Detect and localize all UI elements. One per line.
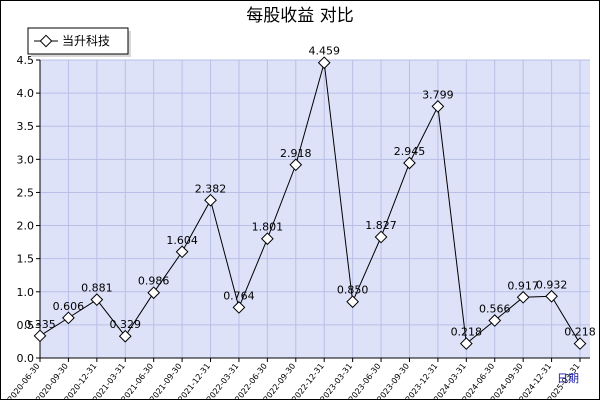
data-point-marker bbox=[62, 311, 75, 325]
y-tick-label: 0.5 bbox=[17, 319, 35, 332]
data-point-label: 0.566 bbox=[479, 303, 511, 316]
data-point-label: 2.918 bbox=[280, 147, 312, 160]
data-point-label: 1.827 bbox=[365, 219, 397, 232]
x-axis-corner-label: 日期 bbox=[557, 372, 579, 385]
data-point-label: 0.850 bbox=[337, 284, 369, 297]
data-point-label: 2.945 bbox=[394, 145, 426, 158]
data-point-marker bbox=[204, 193, 217, 207]
y-tick-label: 1.5 bbox=[17, 253, 35, 266]
data-point-marker bbox=[431, 100, 445, 113]
data-point-label: 0.218 bbox=[451, 326, 483, 339]
data-point-label: 0.335 bbox=[24, 318, 56, 331]
data-point-label: 4.459 bbox=[308, 45, 340, 58]
y-tick-label: 4.0 bbox=[17, 87, 35, 100]
x-axis-ticks: 2020-06-302020-09-302020-12-312021-03-31… bbox=[6, 358, 582, 400]
y-tick-label: 3.0 bbox=[17, 153, 35, 166]
data-point-marker bbox=[459, 337, 473, 350]
data-point-marker bbox=[488, 314, 502, 327]
data-point-marker bbox=[573, 337, 587, 350]
y-axis-ticks: 0.0 0.5 1.0 1.5 2.0 2.5 3.0 3.5 4.0 4.5 bbox=[17, 54, 40, 365]
data-point-label: 0.764 bbox=[223, 289, 255, 302]
data-point-label: 0.986 bbox=[138, 275, 170, 288]
data-labels: 0.335 0.606 0.881 0.329 0.986 1.604 2.382 0.764… bbox=[24, 45, 596, 339]
chart-title: 每股收益 对比 bbox=[246, 6, 353, 26]
data-point-label: 0.218 bbox=[564, 326, 596, 339]
legend-label: 当升科技 bbox=[62, 34, 110, 48]
data-point-label: 3.799 bbox=[422, 88, 454, 101]
legend-diamond-marker bbox=[39, 34, 53, 48]
data-point-marker bbox=[261, 232, 274, 246]
y-tick-label: 0.0 bbox=[17, 352, 35, 365]
data-point-label: 0.329 bbox=[110, 318, 142, 331]
series-markers bbox=[33, 56, 587, 350]
y-tick-label: 2.0 bbox=[17, 220, 35, 233]
data-point-marker bbox=[147, 286, 161, 300]
y-tick-label: 1.0 bbox=[17, 286, 35, 299]
data-point-marker bbox=[317, 56, 331, 70]
data-point-marker bbox=[374, 230, 388, 244]
y-tick-label: 2.5 bbox=[17, 186, 35, 199]
data-point-marker bbox=[403, 156, 416, 170]
data-point-marker bbox=[232, 301, 246, 314]
data-point-marker bbox=[33, 329, 47, 343]
data-point-marker bbox=[289, 158, 303, 172]
legend: 当升科技 bbox=[27, 27, 131, 57]
data-point-label: 1.604 bbox=[166, 234, 198, 247]
data-point-label: 1.801 bbox=[252, 221, 284, 234]
data-point-marker bbox=[545, 289, 558, 303]
y-tick-label: 3.5 bbox=[17, 120, 35, 133]
data-point-marker bbox=[175, 245, 189, 259]
data-point-label: 2.382 bbox=[195, 182, 227, 195]
data-point-marker bbox=[516, 290, 530, 304]
data-point-label: 0.881 bbox=[81, 282, 113, 295]
plot-area bbox=[40, 60, 590, 358]
data-point-marker bbox=[118, 329, 132, 343]
grid-lines bbox=[39, 59, 590, 358]
data-point-label: 0.606 bbox=[53, 300, 85, 313]
y-tick-label: 4.5 bbox=[17, 54, 35, 67]
series-line-dangsheng bbox=[39, 62, 581, 345]
data-point-label: 0.932 bbox=[536, 278, 568, 291]
data-point-marker bbox=[346, 295, 359, 309]
data-point-marker bbox=[90, 293, 104, 307]
data-point-label: 0.917 bbox=[507, 279, 539, 292]
